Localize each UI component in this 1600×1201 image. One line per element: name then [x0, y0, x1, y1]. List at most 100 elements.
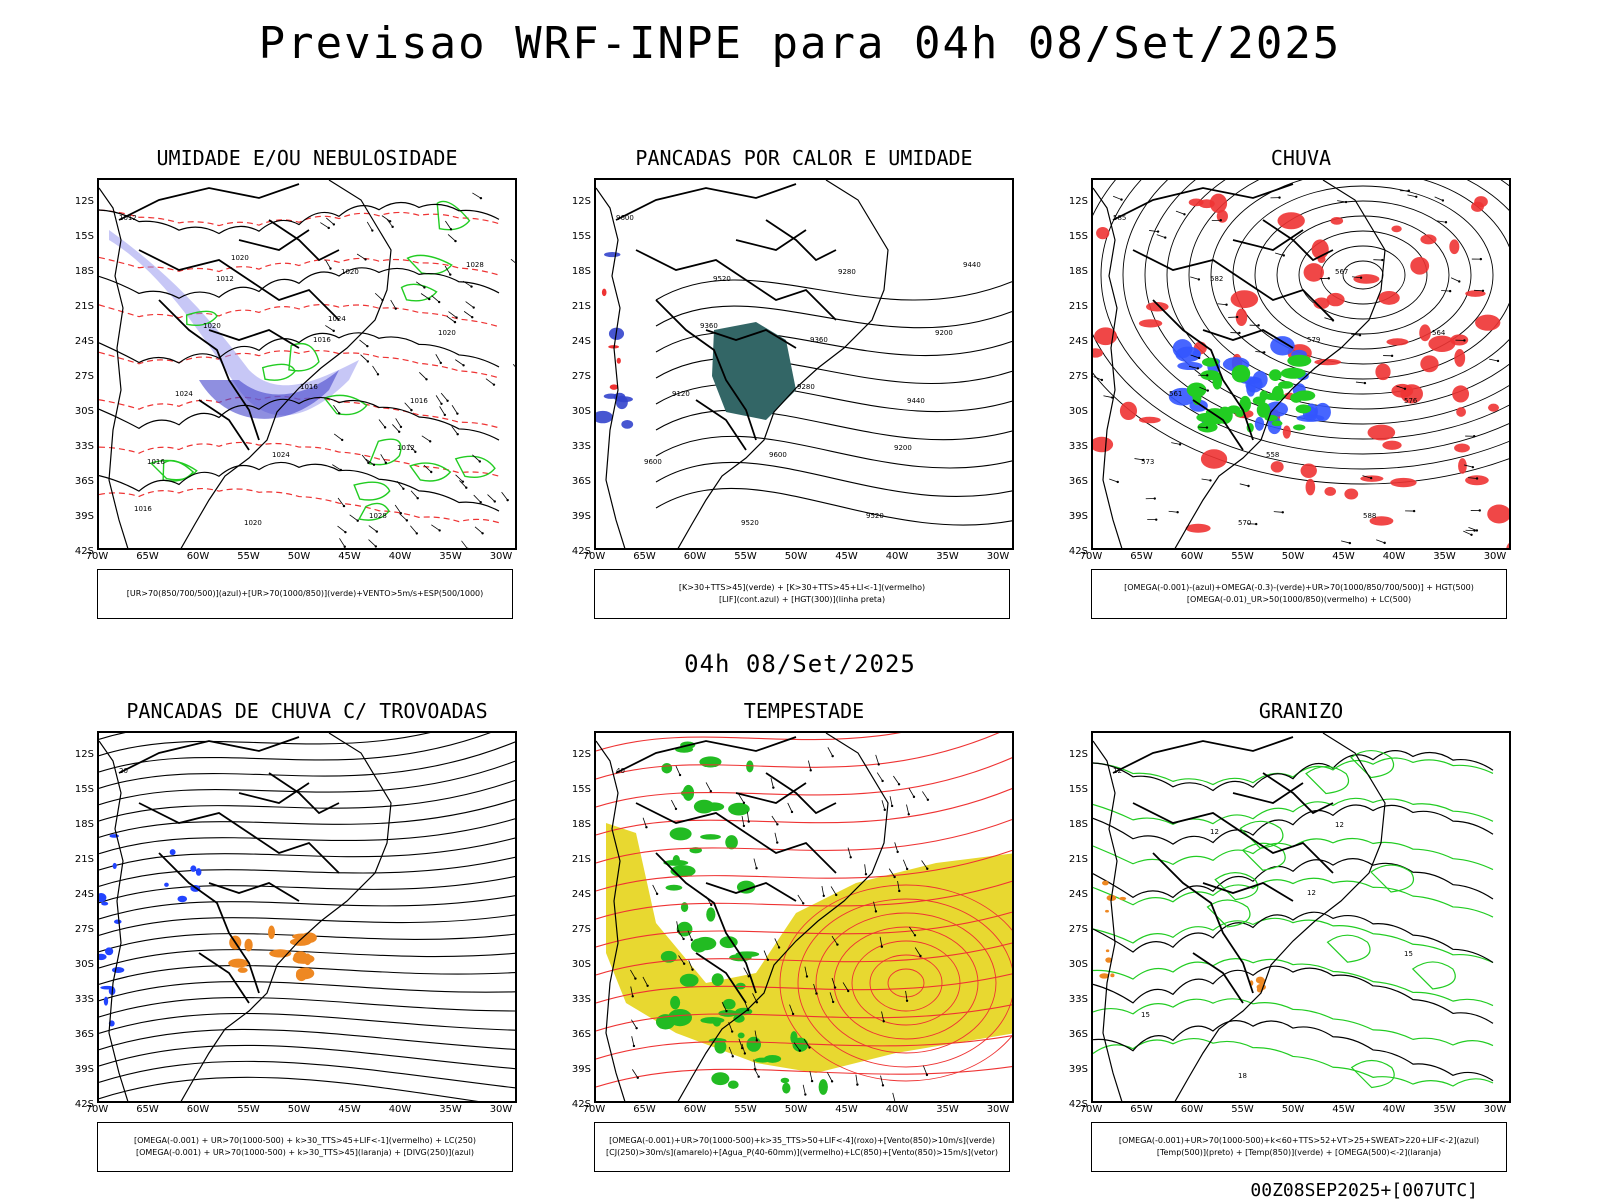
latitude-tick-label: 21S: [1064, 854, 1088, 865]
contour-label: 9600: [616, 214, 634, 222]
longitude-tick-label: 65W: [1126, 551, 1158, 562]
latitude-tick-label: 30S: [1064, 959, 1088, 970]
contour-label: 1020: [231, 254, 249, 262]
longitude-tick-label: 70W: [81, 1104, 113, 1115]
contour-label: 1016: [300, 383, 318, 391]
longitude-tick-label: 30W: [1479, 551, 1511, 562]
longitude-tick-label: 30W: [982, 1104, 1014, 1115]
longitude-tick-label: 50W: [283, 551, 315, 562]
panel-title: TEMPESTADE: [594, 699, 1014, 723]
contour-label: 1024: [175, 390, 193, 398]
latitude-tick-label: 33S: [70, 441, 94, 452]
panel-legend: [K>30+TTS>45](verde) + [K>30+TTS>45+LI<-…: [594, 569, 1010, 619]
longitude-tick-label: 50W: [1277, 1104, 1309, 1115]
contour-label: 9520: [713, 275, 731, 283]
latitude-tick-label: 30S: [1064, 406, 1088, 417]
longitude-tick-label: 45W: [831, 1104, 863, 1115]
latitude-tick-label: 15S: [70, 784, 94, 795]
panel-legend: [UR>70(850/700/500)](azul)+[UR>70(1000/8…: [97, 569, 513, 619]
contour-label: 20: [119, 767, 128, 775]
latitude-tick-label: 33S: [567, 441, 591, 452]
longitude-tick-label: 70W: [578, 551, 610, 562]
latitude-tick-label: 18S: [1064, 266, 1088, 277]
latitude-tick-label: 27S: [1064, 371, 1088, 382]
longitude-tick-label: 65W: [132, 1104, 164, 1115]
contour-label: 12: [1210, 828, 1219, 836]
panel-legend: [OMEGA(-0.001)+UR>70(1000-500)+k<60+TTS>…: [1091, 1122, 1507, 1172]
longitude-tick-label: 50W: [780, 551, 812, 562]
panel-legend: [OMEGA(-0.001)-(azul)+OMEGA(-0.3)-(verde…: [1091, 569, 1507, 619]
longitude-tick-label: 30W: [485, 1104, 517, 1115]
longitude-tick-label: 70W: [81, 551, 113, 562]
contour-label: 1012: [216, 275, 234, 283]
run-timestamp: 00Z08SEP2025+[007UTC]: [1250, 1180, 1478, 1201]
longitude-tick-label: 30W: [1479, 1104, 1511, 1115]
contour-label: 12: [1307, 889, 1316, 897]
legend-line: [OMEGA(-0.001) + UR>70(1000-500) + k>30_…: [98, 1135, 512, 1147]
legend-line: [Temp(500)](preto) + [Temp(850)](verde) …: [1092, 1147, 1506, 1159]
contour-label: 9200: [935, 329, 953, 337]
legend-line: [LIF](cont.azul) + [HGT(300)](linha pret…: [595, 594, 1009, 606]
contour-label: 9360: [810, 336, 828, 344]
latitude-tick-label: 39S: [1064, 1064, 1088, 1075]
contour-label: 12: [1335, 821, 1344, 829]
latitude-tick-label: 27S: [567, 924, 591, 935]
contour-label: 585: [1113, 214, 1126, 222]
latitude-tick-label: 36S: [567, 476, 591, 487]
contour-label: 9440: [963, 261, 981, 269]
latitude-tick-label: 30S: [70, 406, 94, 417]
latitude-tick-label: 27S: [1064, 924, 1088, 935]
longitude-tick-label: 45W: [1328, 551, 1360, 562]
longitude-tick-label: 50W: [1277, 551, 1309, 562]
latitude-tick-label: 12S: [567, 749, 591, 760]
contour-label: 1020: [341, 268, 359, 276]
latitude-tick-label: 30S: [70, 959, 94, 970]
latitude-tick-label: 18S: [567, 266, 591, 277]
longitude-tick-label: 40W: [384, 551, 416, 562]
latitude-tick-label: 12S: [70, 196, 94, 207]
legend-line: [OMEGA(-0.001)-(azul)+OMEGA(-0.3)-(verde…: [1092, 582, 1506, 594]
longitude-tick-label: 60W: [1176, 551, 1208, 562]
panel-title: CHUVA: [1091, 146, 1511, 170]
latitude-tick-label: 15S: [1064, 231, 1088, 242]
latitude-tick-label: 18S: [1064, 819, 1088, 830]
contour-label: 588: [1363, 512, 1376, 520]
latitude-tick-label: 21S: [567, 854, 591, 865]
contour-label: 9120: [672, 390, 690, 398]
longitude-tick-label: 35W: [932, 1104, 964, 1115]
longitude-tick-label: 40W: [1378, 551, 1410, 562]
latitude-tick-label: 36S: [70, 1029, 94, 1040]
latitude-tick-label: 33S: [1064, 441, 1088, 452]
contour-label: 1016: [147, 458, 165, 466]
contour-label: 1020: [203, 322, 221, 330]
longitude-tick-label: 65W: [1126, 1104, 1158, 1115]
latitude-tick-label: 27S: [70, 924, 94, 935]
latitude-tick-label: 18S: [567, 819, 591, 830]
forecast-time-subtitle: 04h 08/Set/2025: [0, 650, 1600, 678]
longitude-tick-label: 35W: [1429, 1104, 1461, 1115]
longitude-tick-label: 30W: [485, 551, 517, 562]
longitude-tick-label: 60W: [679, 551, 711, 562]
latitude-tick-label: 39S: [1064, 511, 1088, 522]
panel-legend: [OMEGA(-0.001)+UR>70(1000-500)+k>35_TTS>…: [594, 1122, 1010, 1172]
latitude-tick-label: 21S: [1064, 301, 1088, 312]
latitude-tick-label: 30S: [567, 959, 591, 970]
map-canvas: 20: [99, 733, 515, 1101]
longitude-tick-label: 65W: [629, 551, 661, 562]
legend-line: [OMEGA(-0.01)_UR>50(1000/850)(vermelho) …: [1092, 594, 1506, 606]
contour-label: 579: [1307, 336, 1320, 344]
longitude-tick-label: 70W: [1075, 1104, 1107, 1115]
latitude-tick-label: 33S: [70, 994, 94, 1005]
latitude-tick-label: 27S: [567, 371, 591, 382]
longitude-tick-label: 45W: [1328, 1104, 1360, 1115]
longitude-tick-label: 60W: [182, 1104, 214, 1115]
latitude-tick-label: 27S: [70, 371, 94, 382]
latitude-tick-label: 24S: [567, 889, 591, 900]
legend-line: [OMEGA(-0.001) + UR>70(1000-500) + k>30_…: [98, 1147, 512, 1159]
longitude-tick-label: 55W: [1227, 551, 1259, 562]
legend-line: [K>30+TTS>45](verde) + [K>30+TTS>45+LI<-…: [595, 582, 1009, 594]
